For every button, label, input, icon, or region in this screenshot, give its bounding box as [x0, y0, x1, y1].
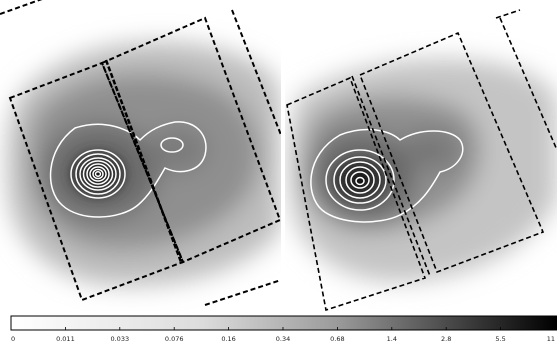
left-image-panel	[0, 0, 281, 311]
colorbar-tick-label: 1.4	[387, 335, 397, 343]
colorbar-tick-label: 0.16	[221, 335, 235, 343]
contours	[310, 128, 464, 223]
slit-boundary-bold	[104, 59, 183, 263]
slit-outlines	[286, 9, 557, 311]
colorbar-tick-label: 0.033	[110, 335, 129, 343]
central-source	[334, 158, 386, 202]
contours	[49, 121, 207, 218]
colorbar-tick-label: 11	[547, 335, 555, 343]
colorbar-ticks	[10, 327, 556, 330]
colorbar-labels: 0 0.011 0.033 0.076 0.16 0.34 0.68 1.4 2.8 5.5 11	[11, 335, 555, 343]
right-image-panel	[285, 0, 557, 311]
diffuse-emission	[288, 59, 557, 282]
colorbar-tick-label: 2.8	[441, 335, 451, 343]
colorbar-tick-label: 0	[11, 335, 15, 343]
colorbar-tick-label: 0.34	[276, 335, 290, 343]
colorbar-tick-label: 0.011	[56, 335, 75, 343]
colorbar: 0 0.011 0.033 0.076 0.16 0.34 0.68 1.4 2.8 5.5 11	[10, 315, 557, 343]
colorbar-tick-label: 0.68	[330, 335, 344, 343]
colorbar-tick-label: 5.5	[495, 335, 505, 343]
colorbar-gradient	[10, 315, 557, 331]
colorbar-tick-label: 0.076	[165, 335, 184, 343]
